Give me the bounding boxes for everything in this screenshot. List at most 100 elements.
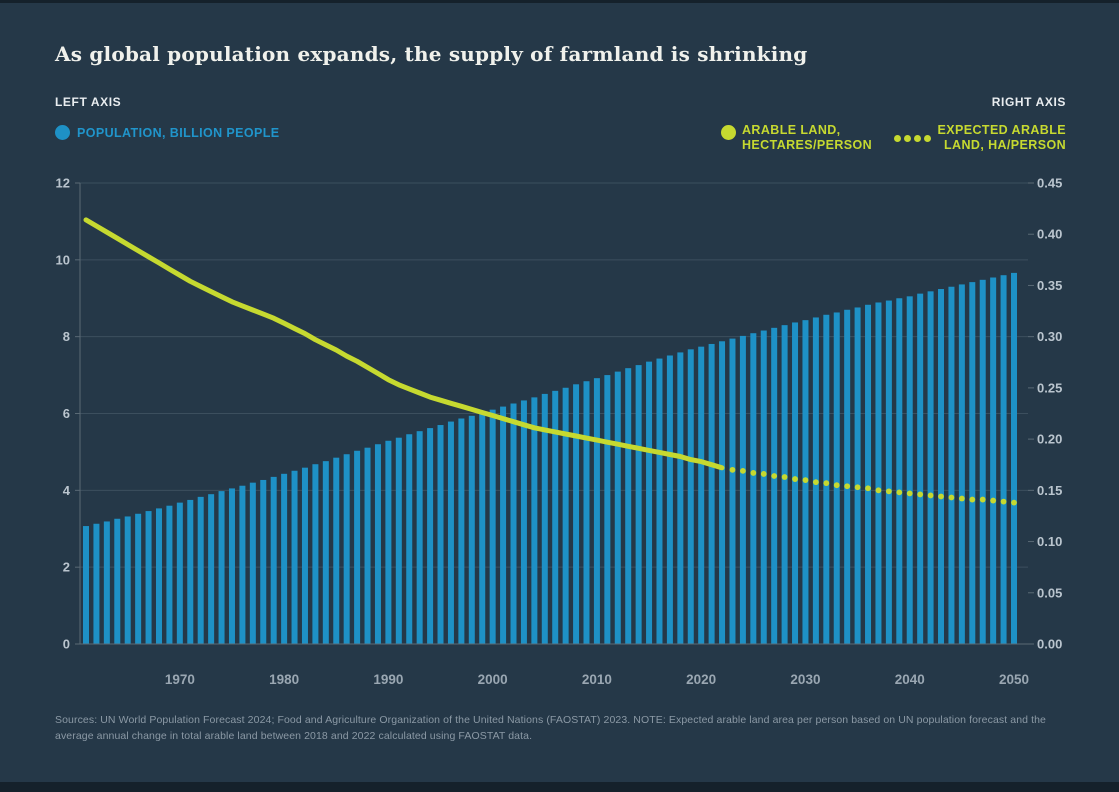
population-bar — [896, 298, 903, 644]
population-bar — [990, 277, 997, 644]
expected-arable-dot — [979, 496, 986, 503]
population-bar — [249, 482, 256, 644]
expected-arable-dot — [781, 474, 788, 480]
population-bar — [677, 352, 684, 644]
population-bar — [208, 494, 215, 644]
population-bar — [541, 393, 548, 644]
population-legend: POPULATION, BILLION PEOPLE — [55, 123, 280, 142]
population-bar — [228, 488, 235, 644]
population-bar — [176, 502, 183, 644]
chart-title: As global population expands, the supply… — [55, 42, 808, 66]
population-bar — [958, 284, 965, 644]
population-bar — [218, 491, 225, 644]
left-axis-header: LEFT AXIS — [55, 95, 122, 109]
expected-arable-dot — [927, 492, 934, 499]
population-bar — [875, 302, 882, 644]
expected-arable-dot — [760, 471, 767, 477]
population-bar — [771, 327, 778, 644]
expected-arable-dot — [812, 479, 819, 486]
expected-arable-dot — [958, 495, 965, 502]
arable-legend-dot-icon — [721, 125, 736, 140]
population-bar — [927, 291, 934, 644]
population-bar — [270, 476, 277, 644]
population-legend-dot-icon — [55, 125, 70, 140]
population-bar — [437, 425, 444, 644]
population-bar — [197, 496, 204, 644]
right-axis-tick-label: 0.35 — [1037, 278, 1062, 293]
right-axis-tick-label: 0.30 — [1037, 329, 1062, 344]
population-bar — [844, 309, 851, 644]
population-bar — [239, 485, 246, 644]
arable-legend-line2: HECTARES/PERSON — [742, 138, 873, 152]
population-bar — [364, 447, 371, 644]
x-axis-tick-label: 2050 — [999, 672, 1029, 687]
right-axis-tick-label: 0.05 — [1037, 585, 1062, 600]
expected-arable-dot — [729, 466, 736, 473]
expected-arable-dot — [854, 484, 861, 491]
bottom-edge — [0, 782, 1119, 792]
population-bar — [823, 314, 830, 644]
population-bar — [447, 421, 454, 644]
population-bar — [1011, 272, 1017, 644]
expected-arable-dot — [833, 482, 840, 489]
population-bar — [646, 361, 653, 644]
population-bar — [583, 381, 590, 644]
population-bar — [593, 378, 600, 644]
expected-arable-dot — [990, 497, 997, 504]
population-bar — [969, 282, 976, 644]
population-bar — [552, 390, 559, 644]
left-axis-tick-label: 4 — [63, 483, 71, 498]
left-axis-tick-label: 0 — [63, 637, 70, 652]
right-axis-tick-label: 0.45 — [1037, 176, 1062, 191]
population-bar — [885, 300, 892, 644]
population-bar — [374, 444, 381, 644]
expected-arable-dot — [802, 477, 809, 483]
arable-land-legend: ARABLE LAND, HECTARES/PERSON — [721, 123, 872, 154]
population-bar — [854, 307, 861, 644]
expected-arable-dot — [969, 496, 976, 503]
expected-arable-dot — [771, 473, 778, 479]
population-bar — [260, 479, 267, 644]
right-axis-header: RIGHT AXIS — [991, 95, 1066, 109]
left-axis-tick-label: 12 — [56, 176, 70, 191]
population-bar — [510, 403, 517, 644]
population-bar — [938, 289, 945, 644]
population-bar — [103, 521, 110, 644]
expected-arable-dot — [1011, 499, 1017, 506]
expected-legend-line1: EXPECTED ARABLE — [937, 123, 1066, 137]
expected-arable-dot — [1000, 498, 1007, 505]
expected-legend-line2: LAND, HA/PERSON — [944, 138, 1066, 152]
expected-arable-dot — [750, 470, 757, 476]
population-bar — [322, 461, 329, 644]
population-bar — [135, 513, 142, 644]
population-bar — [917, 293, 924, 644]
population-bar — [562, 387, 569, 644]
expected-arable-dot — [938, 493, 944, 500]
expected-arable-legend: EXPECTED ARABLE LAND, HA/PERSON — [891, 123, 1066, 154]
right-axis-tick-label: 0.25 — [1037, 380, 1062, 395]
population-bar — [833, 312, 840, 644]
expected-arable-dot — [885, 488, 892, 495]
population-bar — [739, 335, 746, 644]
expected-arable-dot — [896, 489, 903, 496]
population-bar — [781, 325, 788, 644]
population-bar — [187, 499, 194, 644]
population-bar — [614, 371, 621, 644]
x-axis-tick-label: 2000 — [478, 672, 508, 687]
expected-arable-dot — [792, 476, 798, 482]
population-bar — [792, 322, 799, 644]
left-axis-tick-label: 2 — [63, 560, 70, 575]
arable-legend-line1: ARABLE LAND, — [742, 123, 841, 137]
expected-arable-dot — [948, 494, 955, 501]
population-bar — [906, 296, 913, 644]
population-bar — [93, 523, 100, 644]
population-bar — [333, 457, 340, 644]
population-bar — [479, 412, 486, 644]
population-bar — [145, 511, 152, 644]
population-bar — [468, 415, 475, 644]
population-bar — [719, 341, 726, 644]
population-bar — [395, 437, 402, 644]
right-axis-tick-label: 0.10 — [1037, 534, 1062, 549]
expected-arable-dot — [844, 483, 851, 490]
population-bar — [114, 518, 121, 644]
